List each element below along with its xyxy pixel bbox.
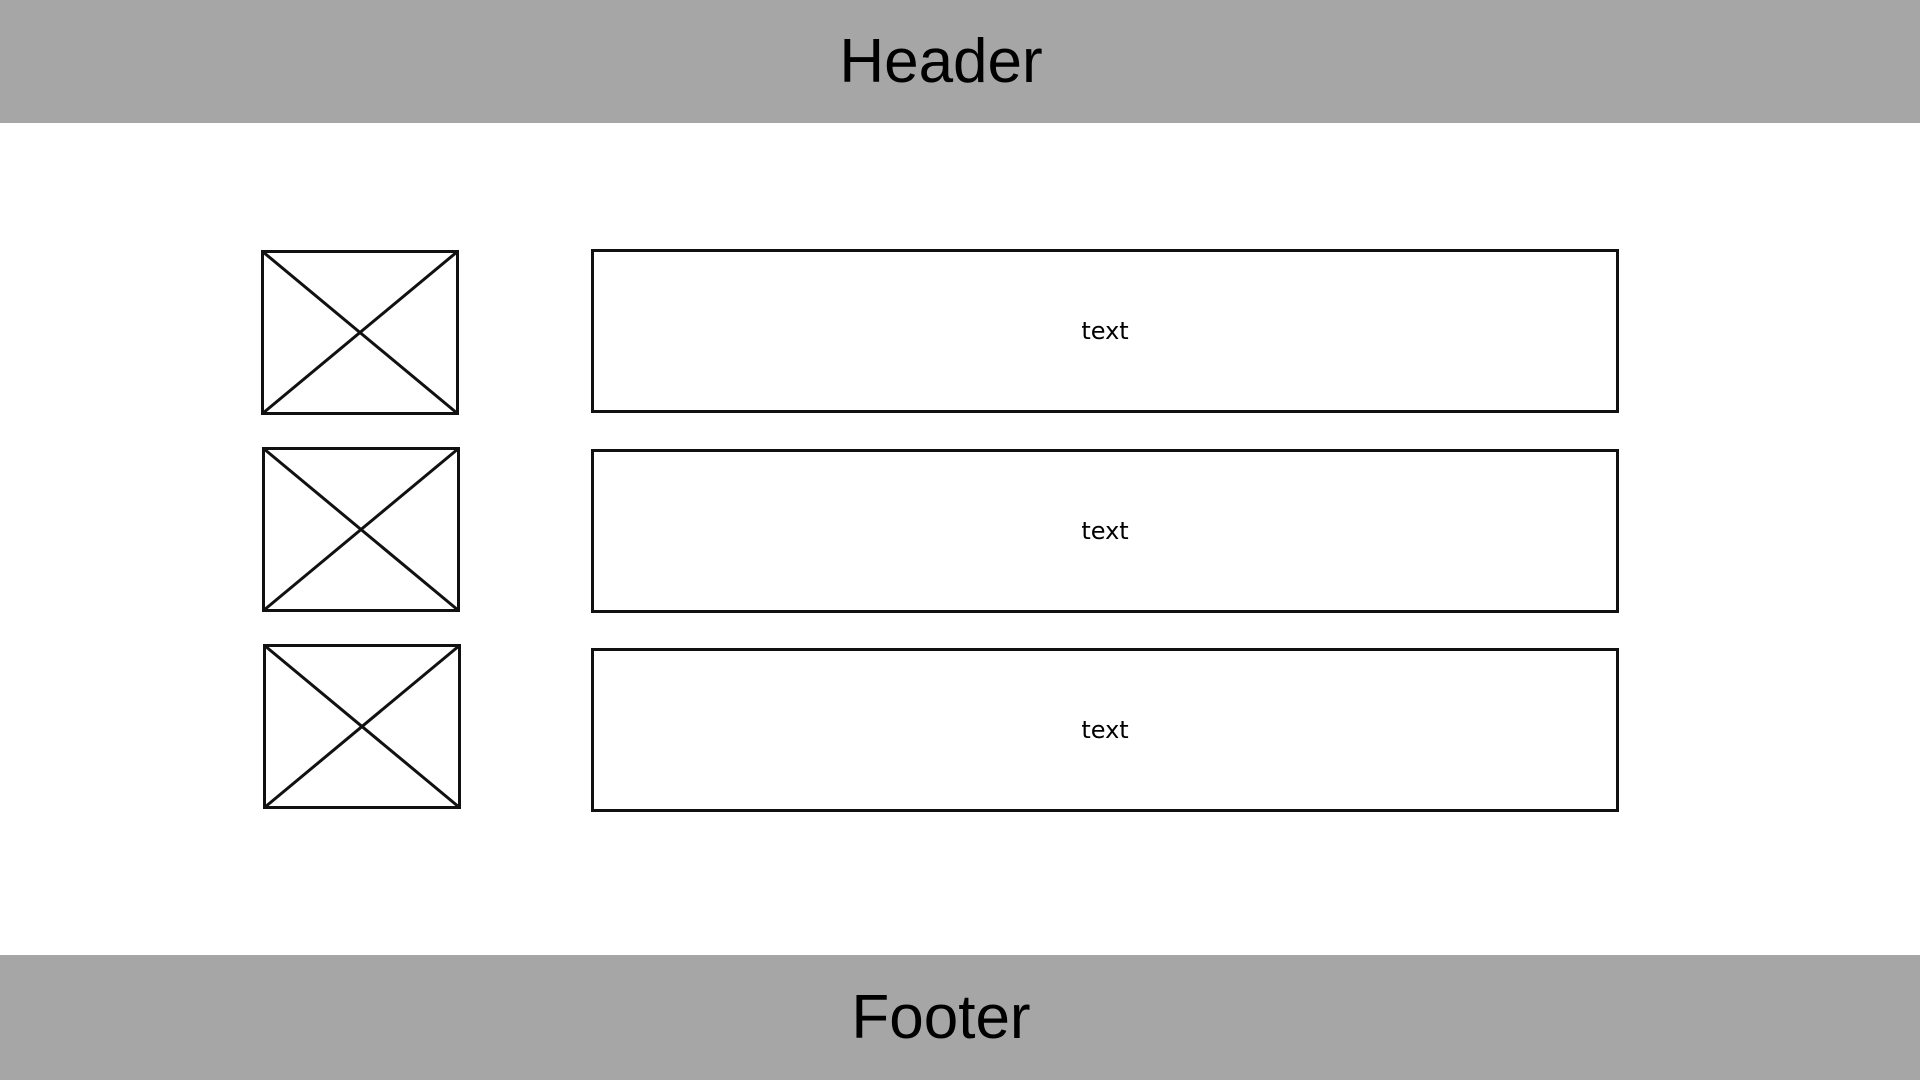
text-box-label: text [1081, 716, 1129, 744]
footer-label: Footer [851, 983, 1031, 1052]
footer-band: Footer [0, 955, 1920, 1080]
text-box-label: text [1081, 517, 1129, 545]
text-box: text [591, 449, 1619, 613]
text-box: text [591, 249, 1619, 413]
header-label: Header [839, 27, 1043, 96]
text-box: text [591, 648, 1619, 812]
header-band: Header [0, 0, 1920, 123]
image-placeholder-icon [262, 447, 460, 612]
text-box-label: text [1081, 317, 1129, 345]
image-placeholder-icon [263, 644, 461, 809]
image-placeholder-icon [261, 250, 459, 415]
